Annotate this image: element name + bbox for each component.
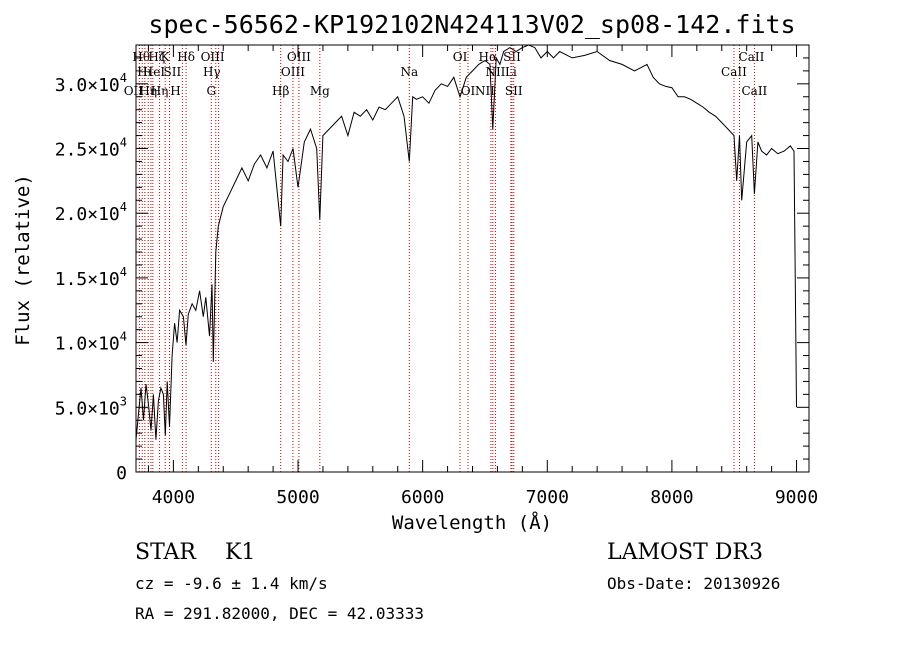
x-tick-label: 8000 bbox=[650, 487, 693, 508]
spectral-line-label: G bbox=[206, 84, 216, 98]
spectral-line-label: CaII bbox=[739, 50, 765, 64]
spectral-line-label: Hθ bbox=[132, 50, 150, 64]
y-tick-label: 5.0×103 bbox=[55, 394, 127, 419]
y-tick-label: 1.0×104 bbox=[55, 330, 127, 355]
axis-ticks: 4000 5000 6000 7000 8000 9000 0 5.0×103 1.0×104 1… bbox=[55, 45, 818, 508]
spectral-line-label: NII bbox=[475, 84, 495, 98]
y-tick-label: 1.5×104 bbox=[55, 265, 127, 290]
redshift-label: cz = -9.6 ± 1.4 km/s bbox=[135, 574, 328, 593]
spectral-line-label: Hβ bbox=[272, 84, 289, 98]
spectral-line-label: OIII bbox=[281, 65, 305, 79]
spectral-line-label: OI bbox=[461, 84, 476, 98]
y-tick-label: 2.0×104 bbox=[55, 200, 127, 225]
x-tick-label: 6000 bbox=[401, 487, 444, 508]
spectral-line-label: Hα bbox=[479, 50, 498, 64]
spectral-line-label: SII bbox=[505, 84, 523, 98]
spectral-line-label: Hζ bbox=[148, 50, 165, 64]
spectral-line-label: SII bbox=[164, 65, 182, 79]
survey-label: LAMOST DR3 bbox=[607, 540, 763, 565]
object-subclass-label: K1 bbox=[225, 540, 256, 565]
x-tick-label: 7000 bbox=[526, 487, 569, 508]
spectral-line-label: HeI bbox=[143, 65, 166, 79]
spectral-line-label: OI bbox=[453, 50, 468, 64]
spectral-line-label: CaII bbox=[741, 84, 767, 98]
plot-frame bbox=[135, 44, 810, 473]
spectral-line-label: OII bbox=[124, 84, 144, 98]
spectral-line-label: Na bbox=[400, 65, 418, 79]
spectral-line-label: Hη bbox=[151, 84, 169, 98]
spectral-line-label: SII bbox=[503, 50, 521, 64]
y-axis-label: Flux (relative) bbox=[12, 174, 34, 346]
spectral-line-label: OIII bbox=[201, 50, 225, 64]
spectral-line-label: Hι bbox=[137, 65, 152, 79]
x-tick-label: 9000 bbox=[775, 487, 818, 508]
spectral-line-label: Hδ bbox=[177, 50, 195, 64]
y-tick-label: 2.5×104 bbox=[55, 136, 127, 161]
coordinates-label: RA = 291.82000, DEC = 42.03333 bbox=[135, 604, 424, 623]
spectral-line-label: Mg bbox=[310, 84, 330, 98]
x-tick-label: 5000 bbox=[276, 487, 319, 508]
spectral-line-markers: OIIHθHιHηHeIHζHηKHSIIHδGHγOIIIHβOIIIOIII… bbox=[124, 45, 768, 472]
x-axis-label: Wavelength (Å) bbox=[392, 511, 552, 534]
spectral-line-label: K bbox=[161, 50, 171, 64]
spectrum-line bbox=[135, 44, 797, 440]
object-class-label: STAR bbox=[135, 540, 196, 565]
y-tick-label: 3.0×104 bbox=[55, 71, 127, 96]
spectral-line-label: OIII bbox=[287, 50, 311, 64]
spectral-line-label: Hγ bbox=[203, 65, 221, 79]
y-tick-label: 0 bbox=[116, 463, 127, 484]
spectral-line-label: Li bbox=[505, 65, 517, 79]
obs-date-label: Obs-Date: 20130926 bbox=[607, 574, 781, 593]
x-tick-label: 4000 bbox=[152, 487, 195, 508]
spectral-line-label: CaII bbox=[721, 65, 747, 79]
object-class: STAR K1 bbox=[135, 540, 255, 565]
spectral-line-label: H bbox=[170, 84, 180, 98]
chart-title: spec-56562-KP192102N424113V02_sp08-142.f… bbox=[148, 10, 795, 39]
